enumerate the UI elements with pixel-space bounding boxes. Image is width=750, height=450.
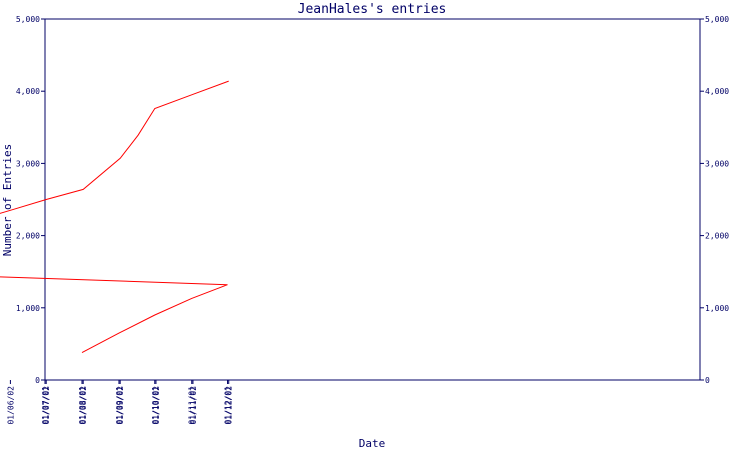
y-tick-label-right: 3,000 — [705, 159, 729, 168]
y-tick-label: 1,000 — [16, 304, 40, 313]
y-tick-label: 0 — [35, 376, 40, 385]
y-tick-label-right: 2,000 — [705, 232, 729, 241]
y-tick-label: 3,000 — [16, 159, 40, 168]
x-axis-title: Date — [359, 437, 386, 450]
x-tick-label: 01/11/01 — [188, 386, 197, 425]
y-axis-right: 0 1,000 2,000 3,000 4,000 5,000 — [700, 15, 729, 385]
y-axis-left: 0 1,000 2,000 3,000 4,000 5,000 — [16, 15, 45, 385]
x-tick-label: 01/09/02 — [116, 386, 125, 425]
y-tick-label-right: 1,000 — [705, 304, 729, 313]
y-tick-label: 2,000 — [16, 232, 40, 241]
x-tick-label: 01/12/02 — [225, 386, 234, 425]
x-tick-label: 01/09/01 — [115, 386, 124, 425]
y-tick-label-right: 4,000 — [705, 87, 729, 96]
x-tick-label: 01/10/02 — [152, 386, 161, 425]
series-layer — [0, 80, 229, 354]
x-tick-label: 01/06/02 — [6, 386, 15, 425]
x-tick-label: 01/10/01 — [151, 386, 160, 425]
x-tick-label: 01/12/01 — [224, 386, 233, 425]
chart-title: JeanHales's entries — [298, 2, 447, 17]
x-tick-label: 01/08/01 — [78, 386, 87, 425]
x-axis: 01/07/01 01/08/01 01/09/01 01/10/01 01/11/01… — [6, 380, 234, 425]
y-tick-label-right: 0 — [705, 376, 710, 385]
series-line — [0, 80, 229, 354]
plot-frame — [44, 18, 701, 381]
y-tick-label: 5,000 — [16, 15, 40, 24]
x-tick-label: 01/07/02 — [42, 386, 51, 425]
y-tick-label: 4,000 — [16, 87, 40, 96]
x-tick-label: 01/07/01 — [41, 386, 50, 425]
x-tick-label: 01/11/02 — [189, 386, 198, 425]
y-tick-label-right: 5,000 — [705, 15, 729, 24]
x-tick-label: 01/08/02 — [79, 386, 88, 425]
y-axis-title: Number of Entries — [1, 144, 14, 257]
